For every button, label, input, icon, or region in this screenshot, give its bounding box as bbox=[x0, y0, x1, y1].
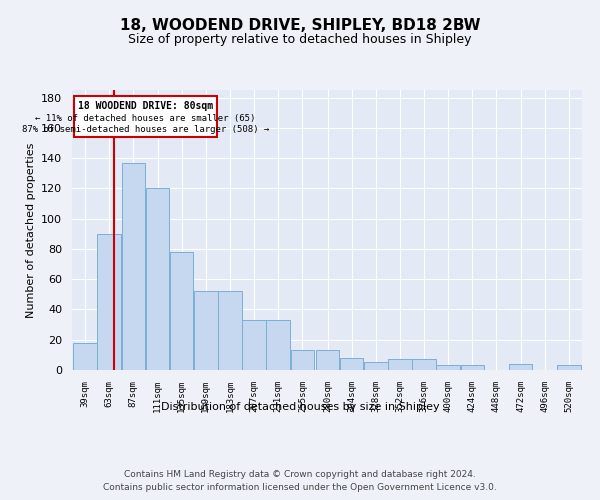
Bar bbox=[316, 350, 340, 370]
Bar bbox=[194, 292, 218, 370]
Bar bbox=[388, 360, 412, 370]
Bar bbox=[557, 366, 581, 370]
Bar bbox=[170, 252, 193, 370]
Bar bbox=[266, 320, 290, 370]
Text: Contains HM Land Registry data © Crown copyright and database right 2024.: Contains HM Land Registry data © Crown c… bbox=[124, 470, 476, 479]
Text: ← 11% of detached houses are smaller (65): ← 11% of detached houses are smaller (65… bbox=[35, 114, 256, 123]
Text: Contains public sector information licensed under the Open Government Licence v3: Contains public sector information licen… bbox=[103, 482, 497, 492]
Bar bbox=[146, 188, 169, 370]
Bar bbox=[242, 320, 266, 370]
Text: 87% of semi-detached houses are larger (508) →: 87% of semi-detached houses are larger (… bbox=[22, 125, 269, 134]
Bar bbox=[122, 162, 145, 370]
Bar bbox=[364, 362, 388, 370]
Bar bbox=[74, 96, 217, 137]
Text: Distribution of detached houses by size in Shipley: Distribution of detached houses by size … bbox=[161, 402, 439, 412]
Bar bbox=[97, 234, 121, 370]
Bar bbox=[218, 292, 242, 370]
Text: 18, WOODEND DRIVE, SHIPLEY, BD18 2BW: 18, WOODEND DRIVE, SHIPLEY, BD18 2BW bbox=[120, 18, 480, 32]
Bar bbox=[436, 366, 460, 370]
Bar bbox=[340, 358, 364, 370]
Y-axis label: Number of detached properties: Number of detached properties bbox=[26, 142, 35, 318]
Text: Size of property relative to detached houses in Shipley: Size of property relative to detached ho… bbox=[128, 32, 472, 46]
Bar bbox=[73, 343, 97, 370]
Bar bbox=[412, 360, 436, 370]
Text: 18 WOODEND DRIVE: 80sqm: 18 WOODEND DRIVE: 80sqm bbox=[78, 102, 213, 112]
Bar bbox=[461, 366, 484, 370]
Bar bbox=[290, 350, 314, 370]
Bar bbox=[509, 364, 532, 370]
